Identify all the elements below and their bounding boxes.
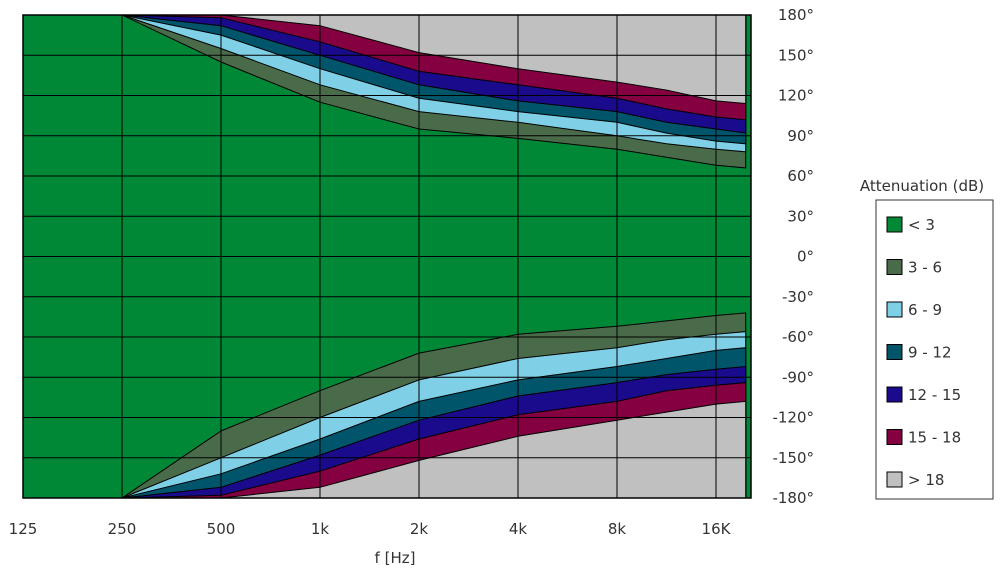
plot-grid [23, 15, 751, 498]
legend-swatch [886, 216, 903, 233]
x-tick-label: 1k [311, 520, 330, 538]
legend-label: 3 - 6 [908, 259, 942, 277]
legend-label: > 18 [908, 471, 944, 489]
x-tick-labels: 125 250 500 1k 2k 4k 8k 16K [9, 520, 732, 538]
x-tick-label: 16K [702, 520, 732, 538]
legend-label: 9 - 12 [908, 344, 952, 362]
legend-label: 15 - 18 [908, 429, 961, 447]
y-tick-label: 30° [787, 207, 814, 225]
y-tick-label: 150° [778, 46, 814, 64]
legend-swatch [886, 301, 903, 318]
x-tick-label: 125 [9, 520, 38, 538]
legend-swatch [886, 471, 903, 488]
x-tick-label: 8k [608, 520, 627, 538]
y-tick-label: -150° [772, 449, 814, 467]
y-tick-label: 180° [778, 6, 814, 24]
legend-label: < 3 [908, 216, 935, 234]
x-tick-label: 500 [207, 520, 236, 538]
y-tick-label: 60° [787, 167, 814, 185]
legend-swatch [886, 259, 903, 275]
legend-swatch [886, 429, 903, 445]
x-tick-label: 2k [410, 520, 429, 538]
legend-label: 6 - 9 [908, 301, 942, 319]
y-tick-label: 120° [778, 87, 814, 105]
legend-swatch [886, 386, 903, 403]
y-tick-label: -60° [782, 328, 814, 346]
y-tick-label: -180° [772, 489, 814, 507]
legend-label: 12 - 15 [908, 386, 961, 404]
y-tick-label: 90° [787, 127, 814, 145]
legend-swatch [886, 344, 903, 360]
y-tick-label: -120° [772, 409, 814, 427]
y-tick-label: 0° [797, 248, 814, 266]
y-tick-label: -30° [782, 288, 814, 306]
y-tick-label: -90° [782, 368, 814, 386]
x-tick-label: 250 [108, 520, 137, 538]
x-tick-label: 4k [509, 520, 528, 538]
legend-items: < 3 3 - 6 6 - 9 9 - 12 12 - 15 15 - 18 > 18 [886, 216, 961, 489]
legend-title: Attenuation (dB) [860, 177, 984, 195]
plot-frame [22, 14, 752, 499]
y-tick-labels: 180° 150° 120° 90° 60° 30° 0° -30° -60° -90° -120°… [772, 6, 814, 507]
x-axis-label: f [Hz] [375, 549, 416, 567]
